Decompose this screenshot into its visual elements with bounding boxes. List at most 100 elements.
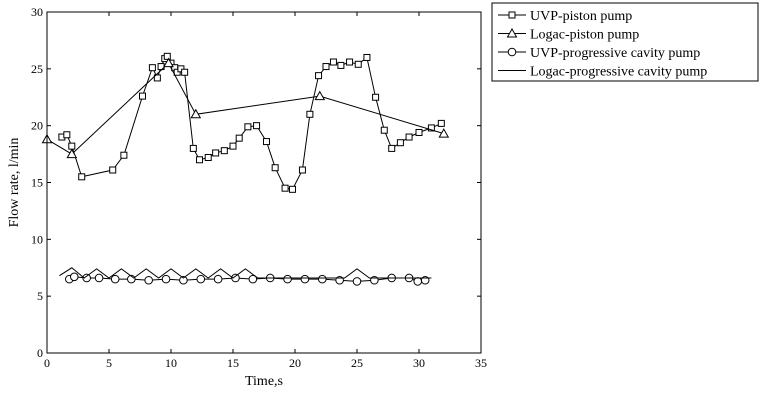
legend: UVP-piston pump Logac-piston pump UVP-prog… <box>491 2 759 82</box>
data-point <box>94 273 104 283</box>
y-axis-label: Flow rate, l/min <box>7 138 22 228</box>
data-point <box>438 128 450 138</box>
data-point <box>204 153 212 161</box>
y-tick-label: 5 <box>37 289 43 303</box>
data-point <box>283 274 292 284</box>
data-point <box>413 277 423 286</box>
legend-marker <box>507 47 517 57</box>
data-point <box>82 273 91 283</box>
data-point <box>244 123 252 131</box>
data-point <box>220 147 228 155</box>
data-point <box>346 58 354 66</box>
y-tick-label: 15 <box>31 176 43 190</box>
data-point <box>212 149 220 157</box>
data-point <box>144 275 153 285</box>
x-tick-label: 35 <box>475 356 487 370</box>
x-tick-label: 10 <box>165 356 177 370</box>
data-point <box>190 108 202 119</box>
data-point <box>148 64 156 72</box>
data-point <box>317 274 327 284</box>
legend-item: Logac-progressive cavity pump <box>498 65 707 80</box>
series-2 <box>41 57 450 159</box>
data-point <box>231 273 240 283</box>
data-point <box>322 63 330 71</box>
data-point <box>120 151 128 159</box>
data-point <box>253 122 261 130</box>
data-point <box>352 277 362 286</box>
y-tick-label: 0 <box>37 346 43 360</box>
x-tick-label: 25 <box>351 356 363 370</box>
data-point <box>415 128 423 136</box>
x-axis-label: Time,s <box>245 374 283 389</box>
y-tick-label: 25 <box>31 62 43 76</box>
legend-marker <box>508 11 516 19</box>
data-point <box>271 164 279 172</box>
data-point <box>109 166 117 174</box>
data-point <box>248 274 258 284</box>
data-point <box>235 134 243 142</box>
legend-label: Logac-piston pump <box>530 28 639 43</box>
axes: 0 5 10 15 20 25 30 35 0 5 10 15 20 25 30 Time,s Flow rat… <box>7 5 487 389</box>
legend-label: UVP-piston pump <box>530 9 632 24</box>
data-point <box>68 142 76 150</box>
data-point <box>196 274 206 284</box>
data-point <box>229 142 237 150</box>
data-point <box>161 274 171 284</box>
x-tick-label: 30 <box>413 356 425 370</box>
legend-marker <box>506 27 518 38</box>
data-point <box>298 166 306 174</box>
data-point <box>405 133 413 141</box>
plot-area <box>41 52 450 286</box>
legend-item: Logac-piston pump <box>498 28 639 43</box>
data-point <box>213 274 223 284</box>
data-point <box>396 139 404 147</box>
legend-item: UVP-piston pump <box>498 9 632 24</box>
x-tick-label: 15 <box>227 356 239 370</box>
data-point <box>163 52 171 60</box>
data-point <box>179 275 188 285</box>
y-tick-label: 20 <box>31 119 43 133</box>
data-point <box>196 156 204 164</box>
data-point <box>78 173 86 181</box>
series-3 <box>65 272 430 286</box>
series-4 <box>59 267 432 279</box>
data-point <box>66 148 78 159</box>
plot-frame <box>46 11 482 354</box>
data-point <box>63 131 71 139</box>
data-point <box>153 74 161 82</box>
legend-item: UVP-progressive cavity pump <box>498 46 700 61</box>
data-point <box>306 110 314 118</box>
data-point <box>69 272 79 282</box>
data-point <box>138 92 146 100</box>
series-line <box>46 62 444 155</box>
data-point <box>281 184 289 192</box>
legend-box <box>491 2 759 82</box>
data-point <box>289 185 297 193</box>
data-point <box>181 68 189 76</box>
x-tick-label: 20 <box>289 356 301 370</box>
data-point <box>380 126 388 134</box>
data-point <box>314 90 326 101</box>
data-point <box>329 58 337 66</box>
data-point <box>337 61 345 69</box>
y-tick-label: 30 <box>31 5 43 19</box>
data-point <box>163 57 174 68</box>
legend-label: Logac-progressive cavity pump <box>530 65 707 80</box>
data-point <box>437 119 445 127</box>
data-point <box>189 144 197 152</box>
y-tick-label: 10 <box>31 232 43 246</box>
series-1 <box>58 52 445 193</box>
data-point <box>262 138 270 146</box>
series-line <box>61 55 442 190</box>
x-tick-label: 5 <box>106 356 112 370</box>
data-point <box>110 274 120 284</box>
series-line <box>59 267 432 279</box>
x-tick-label: 0 <box>44 356 50 370</box>
data-point <box>427 124 435 132</box>
data-point <box>300 274 310 284</box>
data-point <box>363 53 371 61</box>
legend-label: UVP-progressive cavity pump <box>530 46 700 61</box>
data-point <box>372 93 380 101</box>
data-point <box>388 144 396 152</box>
